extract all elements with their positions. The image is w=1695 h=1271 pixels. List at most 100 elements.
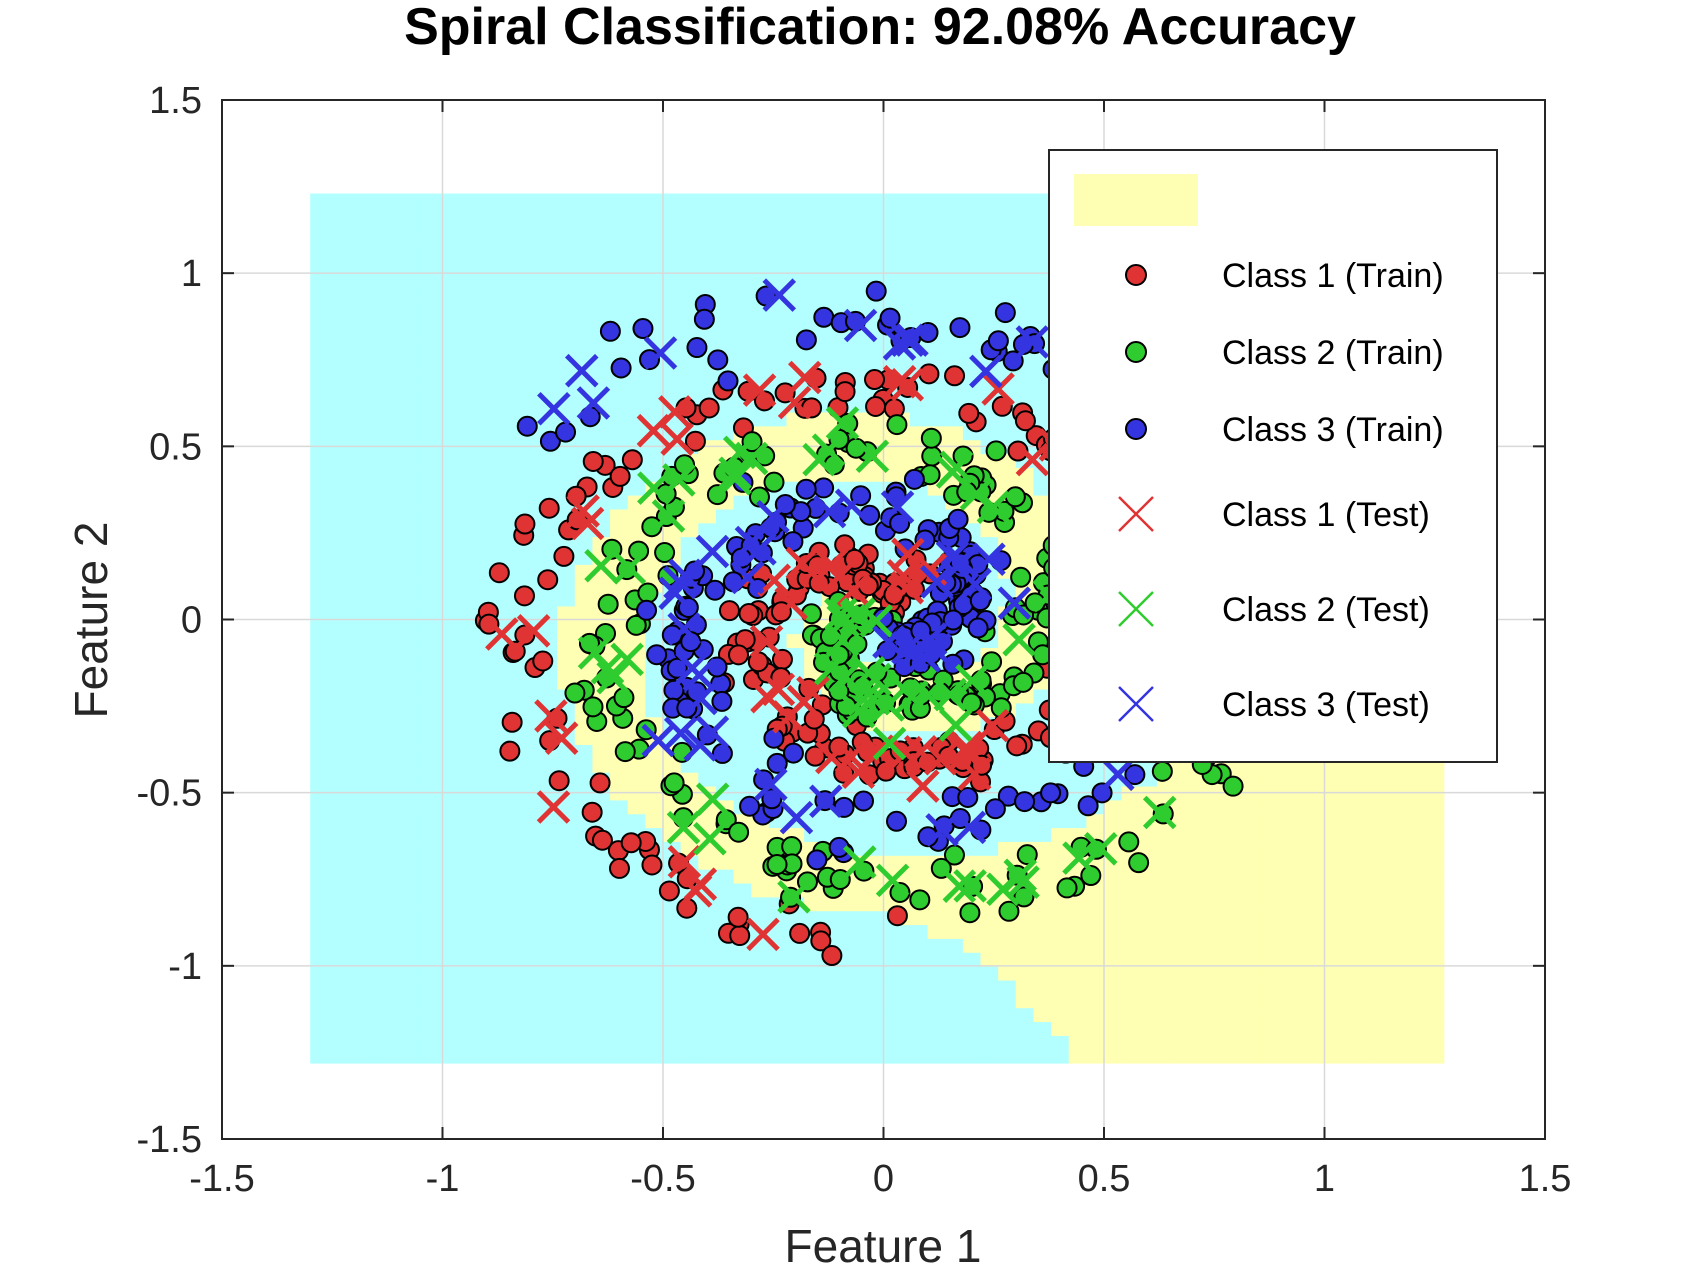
region-cell — [715, 203, 735, 219]
region-cell — [980, 979, 999, 995]
region-cell — [1227, 813, 1246, 829]
region-cell — [539, 605, 558, 621]
region-cell — [980, 910, 999, 926]
region-cell — [327, 993, 347, 1009]
region-cell — [310, 965, 329, 981]
region-cell — [416, 564, 435, 579]
region-cell — [363, 467, 382, 482]
region-cell — [663, 383, 682, 399]
region-cell — [1192, 882, 1211, 898]
region-cell — [468, 716, 488, 732]
region-cell — [310, 591, 329, 607]
region-cell — [451, 730, 470, 745]
region-cell — [521, 702, 541, 718]
region-cell — [698, 910, 717, 926]
region-cell — [1227, 1007, 1246, 1023]
region-cell — [645, 993, 664, 1009]
region-cell — [1156, 855, 1176, 870]
region-cell — [1368, 1048, 1388, 1064]
region-cell — [1350, 993, 1370, 1009]
region-cell — [1403, 924, 1423, 939]
region-cell — [645, 674, 664, 690]
train-point-class-1 — [658, 880, 680, 902]
region-cell — [416, 951, 435, 967]
region-cell — [1368, 799, 1388, 815]
region-cell — [380, 647, 400, 662]
region-cell — [363, 993, 382, 1009]
train-point-class-1 — [864, 369, 886, 391]
region-cell — [998, 287, 1017, 302]
region-cell — [998, 1007, 1017, 1023]
region-cell — [521, 674, 541, 690]
region-cell — [310, 771, 329, 787]
region-cell — [398, 813, 417, 829]
region-cell — [645, 370, 664, 385]
test-marker-stroke — [913, 552, 948, 587]
train-point-class-2 — [952, 445, 974, 467]
region-cell — [892, 716, 911, 732]
region-cell — [327, 453, 347, 468]
region-cell — [504, 813, 523, 829]
region-cell — [380, 217, 400, 233]
region-cell — [1350, 855, 1370, 870]
region-cell — [380, 397, 400, 413]
region-cell — [1139, 993, 1158, 1009]
region-cell — [1439, 841, 1445, 856]
region-cell — [380, 841, 400, 856]
region-cell — [909, 855, 929, 870]
region-cell — [539, 1007, 558, 1023]
region-cell — [451, 702, 470, 718]
region-cell — [1245, 1007, 1264, 1023]
region-cell — [998, 758, 1017, 773]
region-cell — [1068, 1035, 1088, 1050]
region-cell — [451, 1007, 470, 1023]
region-cell — [733, 993, 752, 1009]
region-cell — [1298, 855, 1317, 870]
region-cell — [1439, 799, 1445, 815]
region-cell — [804, 993, 823, 1009]
region-cell — [1439, 855, 1445, 870]
region-cell — [451, 688, 470, 704]
train-point-class-3 — [1014, 791, 1036, 813]
region-cell — [839, 938, 858, 953]
region-cell — [663, 245, 682, 261]
region-cell — [945, 1021, 964, 1036]
region-cell — [557, 633, 576, 649]
train-point-class-3 — [693, 308, 715, 330]
region-cell — [363, 259, 382, 274]
region-cell — [504, 855, 523, 870]
region-cell — [1174, 868, 1193, 884]
region-cell — [539, 827, 558, 842]
region-cell — [380, 591, 400, 607]
region-cell — [610, 1048, 629, 1064]
region-cell — [504, 203, 523, 219]
region-cell — [486, 938, 506, 953]
region-cell — [398, 217, 417, 233]
region-cell — [804, 217, 823, 233]
train-point-class-2 — [781, 836, 803, 858]
region-cell — [1209, 951, 1229, 967]
region-cell — [398, 1048, 417, 1064]
region-cell — [610, 938, 629, 953]
region-cell — [574, 896, 594, 912]
region-cell — [909, 494, 929, 510]
region-cell — [398, 674, 417, 690]
region-cell — [310, 259, 329, 274]
region-cell — [1033, 868, 1052, 884]
region-cell — [680, 217, 700, 233]
region-cell — [539, 979, 558, 995]
region-cell — [557, 951, 576, 967]
region-cell — [574, 425, 594, 441]
region-cell — [468, 494, 488, 510]
region-cell — [1421, 1048, 1440, 1064]
region-cell — [468, 383, 488, 399]
region-cell — [733, 203, 752, 219]
region-cell — [1298, 841, 1317, 856]
region-cell — [486, 730, 506, 745]
region-cell — [927, 799, 947, 815]
region-cell — [398, 356, 417, 371]
region-cell — [451, 550, 470, 565]
region-cell — [380, 938, 400, 953]
region-cell — [310, 924, 329, 939]
region-cell — [1350, 1021, 1370, 1036]
